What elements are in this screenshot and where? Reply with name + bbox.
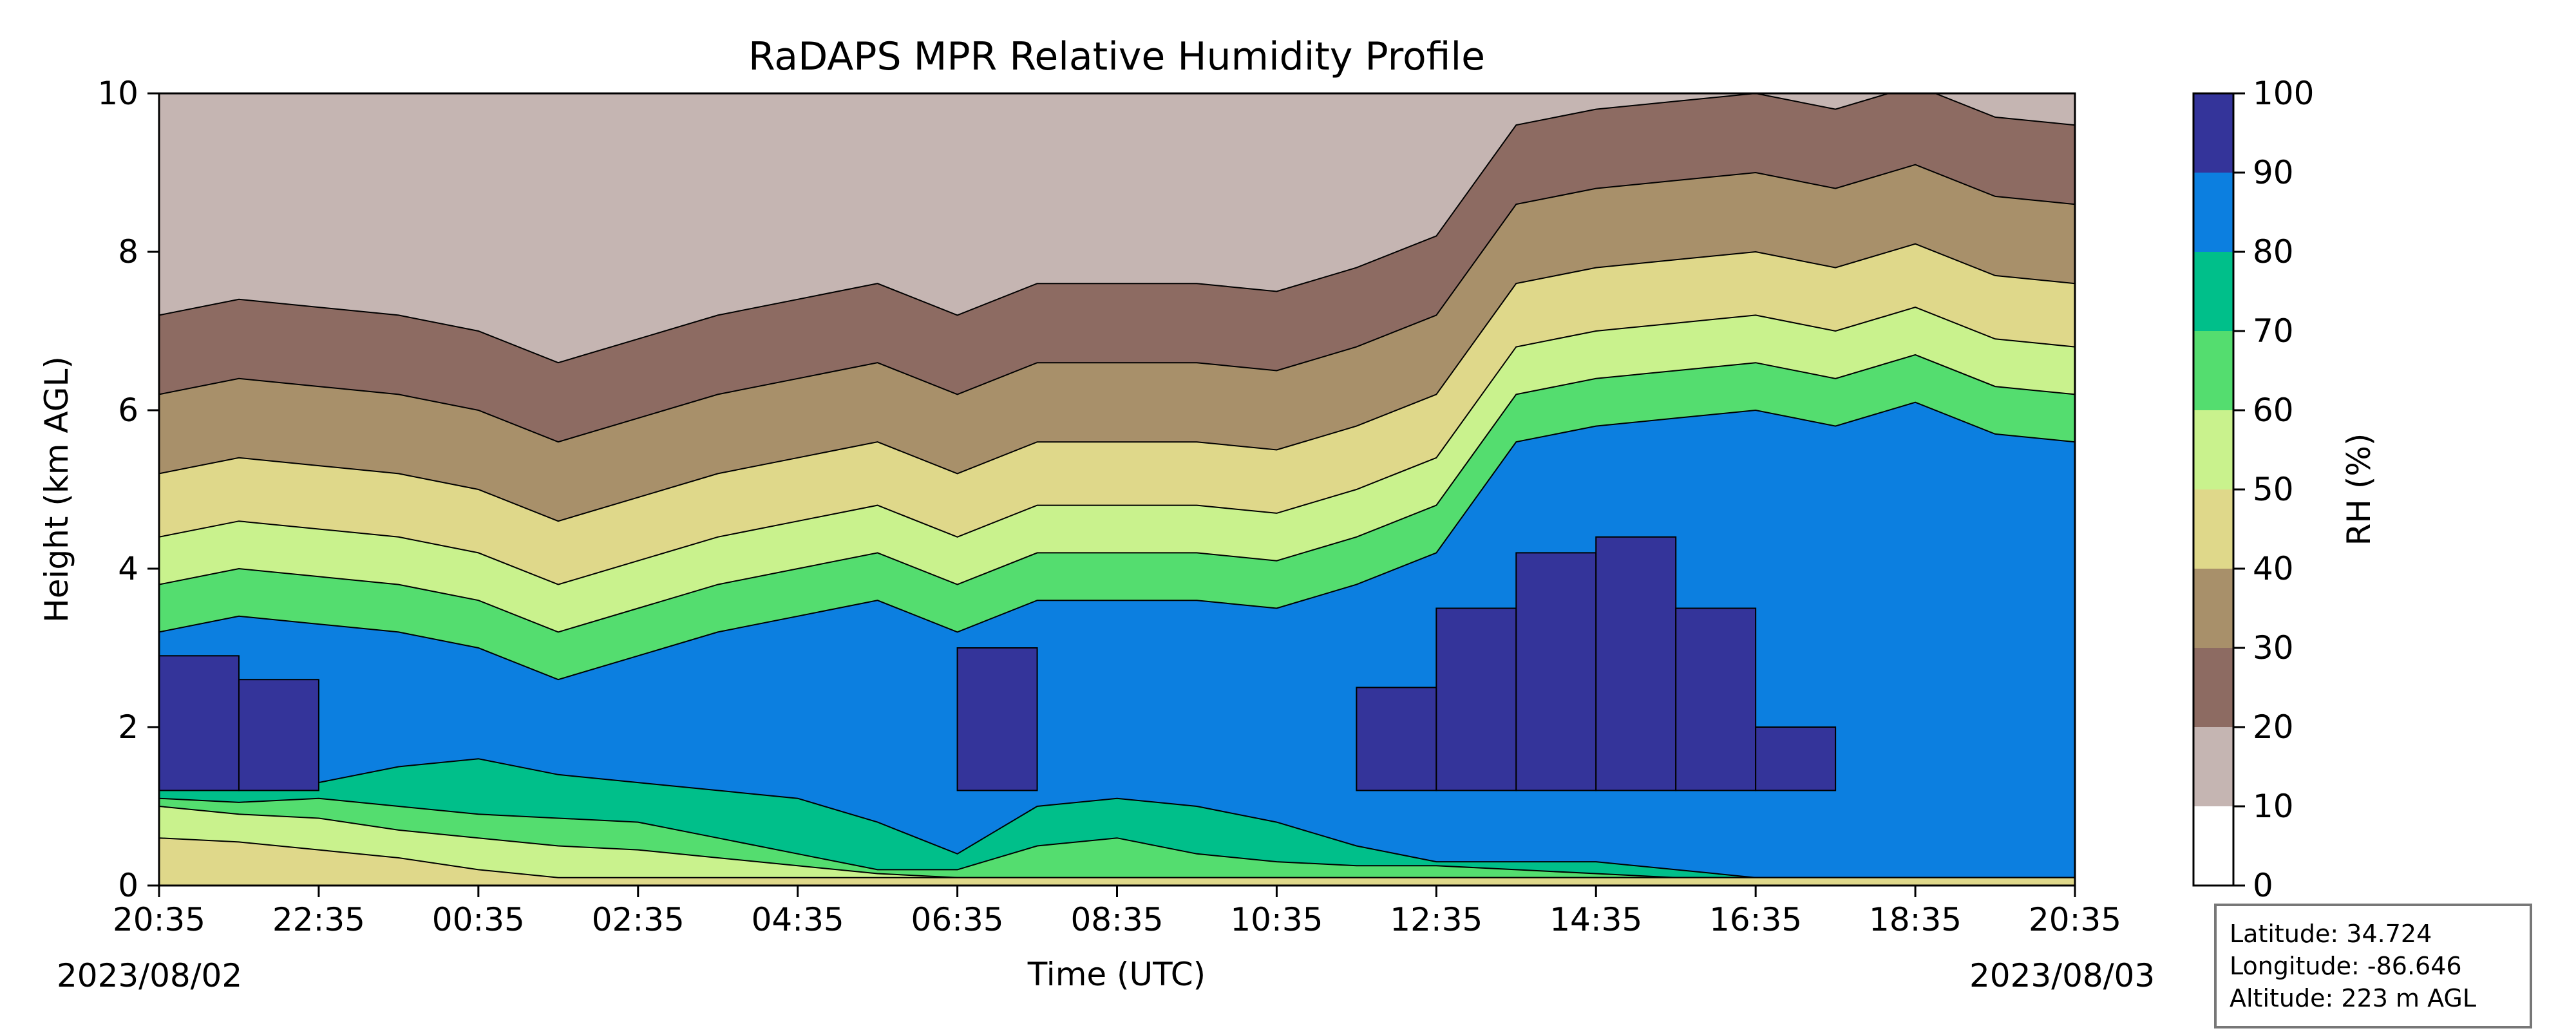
x-axis: 20:35 22:35 00:35 02:35 04:35 06:35 08:35 10:35… [113, 886, 2121, 938]
colorbar-swatch [2193, 806, 2233, 886]
colorbar-swatch [2193, 93, 2233, 173]
plot-area [159, 93, 2075, 886]
colorbar-tick-label: 70 [2253, 312, 2294, 350]
x-axis-label: Time (UTC) [1027, 956, 1206, 993]
x-tick-label: 06:35 [911, 901, 1004, 938]
x-tick-label: 12:35 [1390, 901, 1482, 938]
band-rh-90-100-cell [1755, 726, 1837, 791]
x-tick-label: 16:35 [1709, 901, 1802, 938]
station-info-frame [2214, 904, 2532, 1028]
colorbar-tick-label: 10 [2253, 788, 2294, 825]
band-rh-90-100-cell [159, 655, 240, 791]
x-tick-label: 00:35 [432, 901, 525, 938]
chart-title: RaDAPS MPR Relative Humidity Profile [748, 34, 1485, 79]
y-tick-label: 4 [118, 550, 138, 587]
colorbar-tick-label: 0 [2253, 867, 2273, 904]
y-tick-label: 2 [118, 708, 138, 746]
colorbar-swatch [2193, 648, 2233, 727]
y-tick-label: 10 [97, 75, 138, 112]
x-tick-label: 08:35 [1070, 901, 1163, 938]
colorbar-frame [2192, 92, 2235, 887]
colorbar-tick-label: 30 [2253, 629, 2294, 667]
colorbar-swatch [2193, 489, 2233, 569]
colorbar-label: RH (%) [2340, 433, 2378, 546]
y-tick-label: 6 [118, 392, 138, 429]
colorbar-tick-label: 60 [2253, 392, 2294, 429]
start-date-label: 2023/08/02 [57, 957, 242, 994]
station-latitude: Latitude: 34.724 [2230, 920, 2432, 948]
y-axis-label: Height (km AGL) [38, 356, 75, 623]
x-tick-label: 20:35 [113, 901, 205, 938]
band-rh-90-100-cell [238, 679, 319, 791]
x-tick-label: 22:35 [272, 901, 365, 938]
band-rh-90-100-cell [1515, 552, 1597, 791]
x-tick-label: 20:35 [2029, 901, 2121, 938]
band-rh-90-100-cell [956, 647, 1038, 791]
station-info-box: Latitude: 34.724 Longitude: -86.646 Alti… [2214, 904, 2532, 1028]
x-tick-label: 10:35 [1230, 901, 1323, 938]
band-rh-90-100-cell [1356, 687, 1437, 791]
colorbar-tick-label: 40 [2253, 550, 2294, 587]
x-tick-label: 02:35 [592, 901, 685, 938]
colorbar: 0 10 20 30 40 50 60 70 80 90 100 [2193, 75, 2314, 904]
band-rh-40-50 [159, 837, 2075, 886]
colorbar-swatch [2193, 727, 2233, 806]
x-tick-label: 04:35 [752, 901, 844, 938]
colorbar-swatch [2193, 173, 2233, 252]
colorbar-swatch [2193, 331, 2233, 410]
colorbar-tick-label: 80 [2253, 233, 2294, 270]
y-tick-label: 0 [118, 867, 138, 904]
colorbar-tick-label: 90 [2253, 154, 2294, 191]
end-date-label: 2023/08/03 [1969, 957, 2155, 994]
colorbar-swatch [2193, 252, 2233, 331]
band-rh-90-100-cell [1675, 607, 1757, 791]
station-longitude: Longitude: -86.646 [2230, 952, 2462, 980]
colorbar-swatch [2193, 569, 2233, 648]
colorbar-swatch [2193, 410, 2233, 489]
contour-bands [159, 93, 2075, 886]
y-axis: 0 2 4 6 8 10 [97, 75, 159, 904]
colorbar-tick-label: 100 [2253, 75, 2314, 112]
y-tick-label: 8 [118, 233, 138, 270]
station-altitude: Altitude: 223 m AGL [2230, 984, 2476, 1012]
band-rh-90-100-cell [1435, 607, 1517, 791]
x-tick-label: 18:35 [1869, 901, 1962, 938]
band-rh-90-100-cell [1595, 536, 1677, 791]
colorbar-tick-label: 50 [2253, 471, 2294, 508]
x-tick-label: 14:35 [1549, 901, 1642, 938]
colorbar-tick-label: 20 [2253, 708, 2294, 746]
